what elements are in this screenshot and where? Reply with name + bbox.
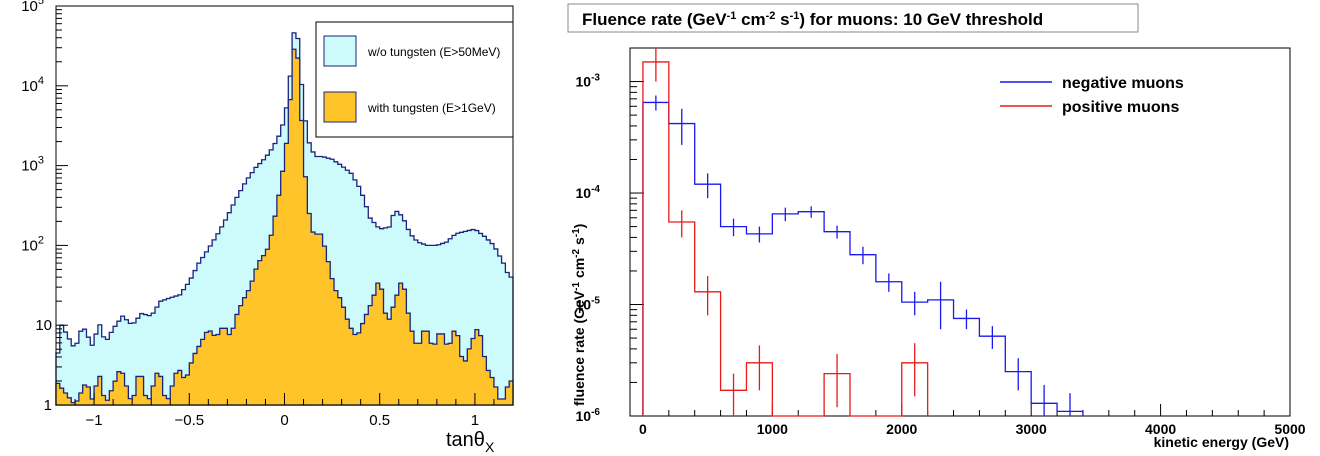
legend-label-without-tungsten: w/o tungsten (E>50MeV) (367, 45, 500, 59)
legend-label-with-tungsten: with tungsten (E>1GeV) (367, 101, 496, 115)
legend-swatch-without-tungsten (323, 35, 357, 67)
left-legend: w/o tungsten (E>50MeV) with tungsten (E>… (315, 21, 514, 138)
left-x-tick-label: 0.5 (369, 412, 390, 429)
right-errors-positive-muons (655, 48, 916, 416)
right-y-axis-label: fluence rate (GeV-1 cm-2 s-1) (571, 224, 587, 406)
left-y-tick-label: 102 (21, 234, 44, 254)
right-x-tick-label: 1000 (757, 421, 788, 437)
right-errors-negative-muons (655, 95, 1071, 416)
left-x-tick-label: 1 (471, 412, 479, 429)
left-x-ticks: −1 −0.5 0 0.5 1 (55, 393, 514, 429)
right-y-tick-label: 10-4 (576, 184, 601, 201)
left-y-ticks: 1 10 102 103 104 105 (21, 0, 68, 414)
left-x-axis-label: tanθX (446, 429, 495, 455)
right-y-ticks: 10-6 10-5 10-4 10-3 (576, 47, 644, 424)
legend-label-negative-muons: negative muons (1062, 75, 1184, 92)
right-title-box (567, 3, 1139, 33)
left-chart: −1 −0.5 0 0.5 1 1 10 102 103 104 105 tanθX w/o tu… (21, 0, 514, 455)
left-series-with-tungsten (55, 48, 514, 406)
left-y-tick-label: 103 (21, 155, 44, 175)
right-x-tick-label: 4000 (1145, 421, 1176, 437)
left-x-tick-label: −0.5 (174, 412, 204, 429)
right-y-tick-label: 10-3 (576, 73, 601, 90)
left-y-tick-label: 104 (21, 75, 44, 95)
legend-label-positive-muons: positive muons (1062, 99, 1179, 116)
left-x-tick-label: 0 (280, 412, 288, 429)
right-title: Fluence rate (GeV-1 cm-2 s-1) for muons:… (567, 3, 1139, 33)
right-x-axis-label: kinetic energy (GeV) (1154, 434, 1289, 450)
left-y-tick-label: 10 (35, 317, 52, 334)
right-x-tick-label: 0 (639, 421, 647, 437)
legend-swatch-with-tungsten (323, 91, 357, 123)
right-plot-frame (629, 47, 1291, 417)
left-y-tick-label: 105 (21, 0, 44, 15)
right-x-tick-label: 2000 (886, 421, 917, 437)
right-y-tick-label: 10-5 (576, 296, 601, 313)
right-title-text: Fluence rate (GeV-1 cm-2 s-1) for muons:… (582, 10, 1043, 29)
right-chart: Fluence rate (GeV-1 cm-2 s-1) for muons:… (567, 3, 1306, 450)
right-x-tick-label: 5000 (1274, 421, 1305, 437)
right-y-tick-label: 10-6 (576, 407, 601, 424)
left-x-tick-label: −1 (86, 412, 103, 429)
right-legend: negative muons positive muons (1000, 75, 1184, 116)
right-x-tick-label: 3000 (1016, 421, 1047, 437)
left-y-tick-label: 1 (44, 397, 52, 414)
